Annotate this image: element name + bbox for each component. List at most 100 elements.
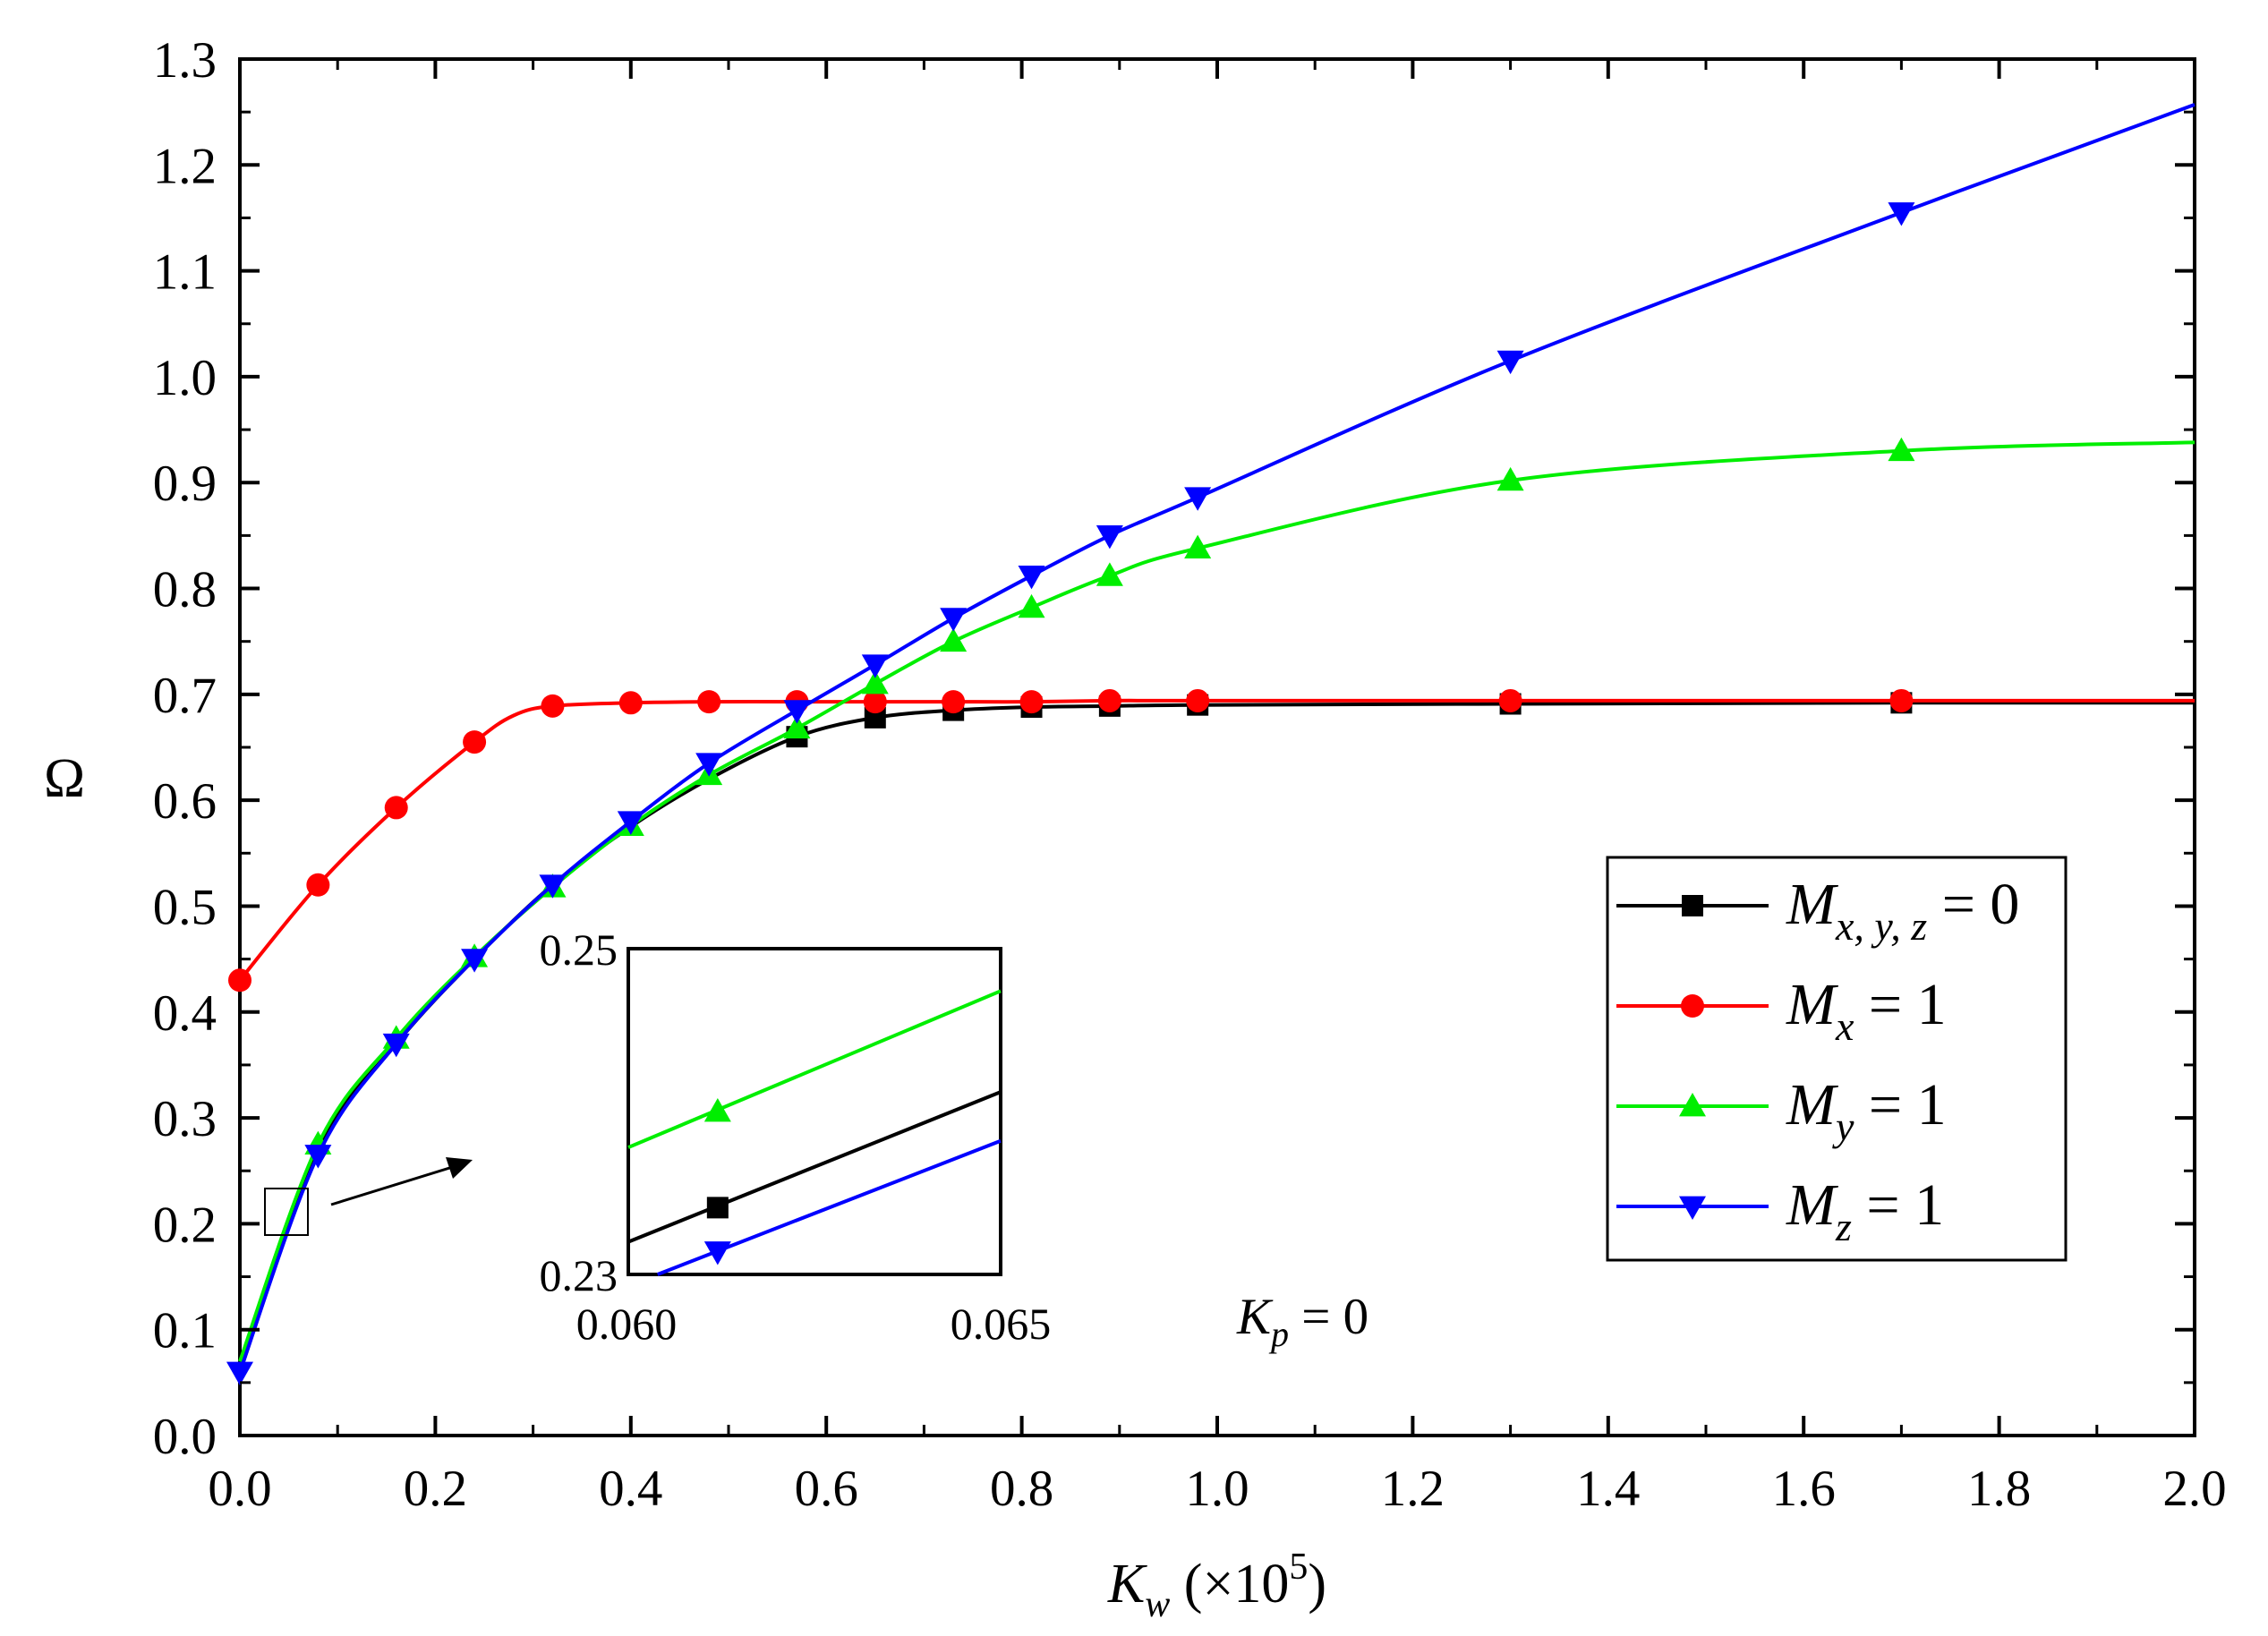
zoom-region-box [264, 1188, 309, 1236]
legend-label-1: Mx = 1 [1786, 972, 1947, 1049]
y-tick-label: 0.7 [153, 668, 217, 724]
inset-x-tick-left: 0.060 [576, 1299, 678, 1349]
legend-label-2-main: M [1786, 1072, 1839, 1138]
series-3-marker [695, 753, 723, 777]
series-2-marker [861, 670, 889, 694]
inset-y-tick-top: 0.25 [540, 925, 618, 975]
series-3-marker [1888, 202, 1915, 226]
series-1-marker [228, 968, 252, 993]
inset-frame [627, 947, 1002, 1276]
legend-label-0-rest: = 0 [1927, 872, 2019, 937]
y-axis-ticks: 0.0 0.1 0.2 0.3 0.4 0.5 0.6 0.7 0.8 0.9 1.0 1.1 1.2 1… [153, 32, 2195, 1465]
legend-label-1-rest: = 1 [1854, 972, 1946, 1037]
series-3-marker [461, 949, 489, 973]
inset-series-2-marker [703, 1241, 731, 1265]
inset-x-tick-right: 0.065 [951, 1299, 1052, 1349]
x-tick-label: 1.0 [1185, 1461, 1249, 1517]
legend-label-1-main: M [1786, 972, 1839, 1037]
x-axis-label-sub: w [1145, 1584, 1170, 1625]
y-tick-label: 1.1 [153, 244, 217, 301]
y-tick-label: 1.0 [153, 350, 217, 406]
zoom-arrow-head [446, 1157, 473, 1179]
legend-label-3-sub: z [1835, 1204, 1852, 1249]
series-3-marker [617, 811, 644, 835]
inset-series-1-marker [706, 1197, 729, 1219]
legend-label-3-main: M [1786, 1172, 1839, 1238]
x-tick-label: 1.6 [1772, 1461, 1836, 1517]
y-tick-label: 0.1 [153, 1303, 217, 1359]
legend-label-3-rest: = 1 [1852, 1172, 1944, 1238]
plot-area: 0.0 0.2 0.4 0.6 0.8 1.0 1.2 1.4 1.6 1.8 2.0 0.0 0.1… [153, 32, 2227, 1517]
legend-label-2-sub: y [1832, 1103, 1854, 1149]
inset-series-layer [627, 989, 1002, 1276]
zoom-indicator [264, 1157, 473, 1236]
x-tick-label: 0.6 [795, 1461, 858, 1517]
legend-marker-3 [1679, 1196, 1706, 1220]
series-2-marker [1888, 437, 1915, 462]
legend-items [1616, 895, 1769, 1220]
inset-series-line-0 [627, 989, 1002, 1149]
series-1-marker [384, 796, 408, 820]
x-tick-label: 1.8 [1967, 1461, 2031, 1517]
series-3-marker [226, 1361, 253, 1386]
series-3-marker [940, 608, 968, 632]
y-tick-label: 1.2 [153, 138, 217, 194]
x-axis-ticks: 0.0 0.2 0.4 0.6 0.8 1.0 1.2 1.4 1.6 1.8 2.0 [208, 59, 2227, 1517]
series-1-marker [1186, 688, 1210, 712]
y-tick-label: 0.5 [153, 879, 217, 935]
x-tick-label: 1.4 [1576, 1461, 1640, 1517]
series-2-marker [1184, 534, 1212, 558]
series-3-marker [1184, 487, 1212, 511]
series-3-marker [861, 654, 889, 678]
series-2-marker [940, 627, 968, 652]
series-layer [226, 103, 2196, 1386]
y-tick-label: 0.6 [153, 773, 217, 830]
x-tick-label: 2.0 [2162, 1461, 2226, 1517]
x-axis-label-main: K [1107, 1554, 1148, 1615]
series-1-marker [942, 690, 966, 714]
series-3-marker [539, 874, 567, 899]
y-tick-label: 0.2 [153, 1197, 217, 1253]
inset: 0.25 0.23 0.060 0.065 [540, 925, 1052, 1349]
series-1-marker [697, 690, 721, 714]
series-1-marker [1498, 688, 1522, 712]
series-3-marker [304, 1145, 332, 1169]
kp-annotation-sub: p [1268, 1314, 1289, 1354]
x-axis-label: Kw (×105) [1107, 1547, 1326, 1625]
kp-annotation-rest: = 0 [1289, 1289, 1368, 1345]
series-1-marker [618, 691, 643, 715]
legend-label-1-sub: x [1835, 1003, 1854, 1049]
legend-frame [1606, 856, 2068, 1262]
y-tick-label: 0.4 [153, 985, 217, 1042]
inset-series-0-marker [703, 1098, 731, 1122]
x-axis-label-sup: 5 [1289, 1547, 1308, 1588]
y-tick-label: 0.9 [153, 456, 217, 512]
x-tick-label: 0.8 [990, 1461, 1053, 1517]
zoom-arrow-line [330, 1163, 459, 1206]
series-1-marker [541, 694, 565, 718]
x-tick-label: 1.2 [1381, 1461, 1445, 1517]
series-1-marker [306, 873, 330, 897]
x-tick-label: 0.4 [599, 1461, 662, 1517]
kp-annotation-main: K [1236, 1289, 1274, 1345]
series-1-marker [863, 690, 887, 714]
x-axis-label-rest: (×10 [1170, 1554, 1289, 1615]
legend-marker-0 [1682, 895, 1703, 916]
legend-label-2: My = 1 [1786, 1072, 1947, 1149]
inset-y-tick-bottom: 0.23 [540, 1250, 618, 1300]
series-3-marker [783, 700, 811, 724]
series-1-marker [463, 730, 487, 754]
x-tick-label: 0.0 [208, 1461, 271, 1517]
y-axis-label: Ω [44, 748, 85, 809]
inset-series-line-1 [627, 1090, 1002, 1244]
series-1-marker [1019, 690, 1044, 714]
y-tick-label: 0.0 [153, 1409, 217, 1465]
series-1-marker [1097, 688, 1121, 712]
series-line-1 [238, 698, 2195, 982]
series-1-marker [1889, 688, 1914, 712]
series-2-marker [783, 714, 811, 739]
legend-label-2-rest: = 1 [1854, 1072, 1946, 1138]
series-2-marker [1496, 466, 1524, 491]
legend-marker-2 [1679, 1093, 1706, 1117]
kp-annotation: Kp = 0 [1236, 1289, 1368, 1354]
